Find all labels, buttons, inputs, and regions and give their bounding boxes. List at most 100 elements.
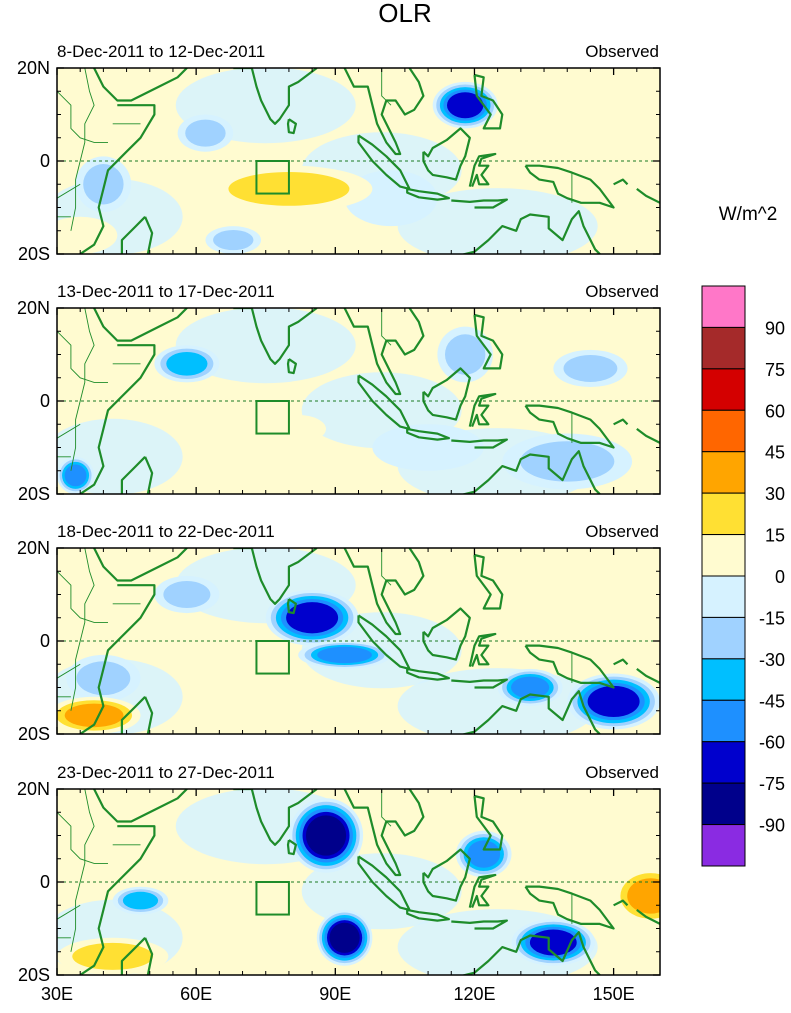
- coastline: [468, 152, 497, 188]
- coastline: [422, 367, 471, 421]
- panel-period-label: 23-Dec-2011 to 27-Dec-2011: [57, 763, 275, 782]
- coastline: [636, 668, 660, 684]
- country-border: [326, 308, 327, 309]
- panel-field: [57, 68, 660, 254]
- coastline: [79, 825, 156, 975]
- colorbar-label: -75: [759, 774, 785, 794]
- index-box: [255, 160, 290, 195]
- anomaly-contour: [286, 602, 339, 634]
- coastline: [120, 937, 154, 975]
- colorbar-label: 90: [765, 318, 785, 338]
- colorbar: 90 75 60 45 30 15 0 -15 -30 -45 -60 -75 -90: [701, 285, 785, 867]
- anomaly-contour: [72, 942, 154, 970]
- coastline: [451, 198, 508, 209]
- panel-period-label: 13-Dec-2011 to 17-Dec-2011: [57, 282, 275, 301]
- country-border: [57, 183, 81, 218]
- coastline: [233, 548, 318, 605]
- x-tick-label: 90E: [319, 984, 351, 1004]
- y-tick-label: 0: [40, 151, 50, 171]
- coastline: [93, 548, 188, 582]
- coastline: [286, 118, 297, 135]
- coastline: [357, 614, 411, 671]
- anomaly-contour: [520, 441, 615, 482]
- country-border: [57, 90, 108, 143]
- anomaly-contour: [163, 581, 211, 608]
- colorbar-box: [701, 741, 746, 784]
- figure-title: OLR: [378, 0, 431, 28]
- coastline: [524, 644, 615, 689]
- panel-period-label: 18-Dec-2011 to 22-Dec-2011: [57, 522, 275, 541]
- colorbar-box: [701, 368, 746, 411]
- y-tick-label: 0: [40, 631, 50, 651]
- country-border: [57, 330, 108, 383]
- colorbar-label: -90: [759, 816, 785, 836]
- coastline: [524, 164, 615, 209]
- map-panel-3: 18-Dec-2011 to 22-Dec-2011 Observed 20N 0 20…: [17, 522, 661, 744]
- coastline: [460, 450, 602, 494]
- coastline: [613, 899, 629, 907]
- anomaly-contour: [83, 164, 124, 205]
- colorbar-box: [701, 492, 746, 536]
- coastline: [613, 418, 629, 426]
- panel-period-label: 8-Dec-2011 to 12-Dec-2011: [57, 42, 265, 61]
- coastline: [613, 658, 629, 666]
- coastline: [524, 885, 615, 930]
- y-tick-label: 20N: [17, 58, 50, 78]
- coastline: [343, 68, 425, 156]
- coastline: [93, 308, 188, 342]
- anomaly-contour: [219, 900, 313, 938]
- colorbar-label: 0: [775, 567, 785, 587]
- colorbar-box: [701, 699, 746, 743]
- colorbar-label: 60: [765, 401, 785, 421]
- coastline: [357, 374, 411, 430]
- panel-field: [57, 548, 660, 734]
- anomaly-contour: [76, 661, 131, 696]
- coastline: [451, 919, 508, 930]
- coastline: [524, 404, 615, 449]
- coastline: [233, 308, 318, 365]
- coastline: [343, 308, 425, 396]
- anomaly-contour: [122, 891, 159, 910]
- y-tick-label: 20S: [18, 244, 50, 264]
- panel-field: [57, 789, 660, 975]
- colorbar-box: [701, 616, 746, 660]
- anomaly-contour: [191, 405, 266, 453]
- y-tick-label: 20N: [17, 779, 50, 799]
- coastline: [406, 427, 450, 441]
- panel-observed-label: Observed: [585, 42, 659, 61]
- anomaly-contour: [372, 424, 484, 471]
- country-border: [326, 548, 327, 549]
- panel-field: [57, 308, 660, 494]
- country-border: [70, 548, 95, 711]
- y-tick-label: 20S: [18, 965, 50, 985]
- coastline: [473, 313, 504, 370]
- country-border: [70, 68, 95, 231]
- panel-observed-label: Observed: [585, 282, 659, 301]
- country-border: [381, 308, 392, 346]
- coastline: [357, 855, 411, 912]
- anomaly-contour: [329, 922, 360, 953]
- anomaly-contour: [185, 119, 226, 147]
- field-neutral-patch: [175, 308, 356, 384]
- colorbar-box: [701, 658, 746, 701]
- index-box: [255, 640, 290, 675]
- coastline: [636, 428, 660, 444]
- colorbar-label: 15: [765, 526, 785, 546]
- anomaly-contour: [446, 92, 484, 119]
- anomaly-contour: [64, 703, 124, 728]
- coastline: [120, 696, 154, 734]
- country-border: [57, 663, 81, 698]
- anomaly-contour: [563, 354, 618, 382]
- colorbar-label: 30: [765, 484, 785, 504]
- anomaly-contour: [627, 878, 660, 914]
- colorbar-box: [701, 409, 746, 453]
- map-panel-2: 13-Dec-2011 to 17-Dec-2011 Observed 20N 0 20…: [17, 282, 661, 504]
- coastline: [422, 127, 471, 181]
- coastline: [460, 690, 602, 734]
- colorbar-box: [701, 824, 746, 867]
- coastline: [233, 68, 318, 125]
- coastline: [460, 931, 602, 975]
- panels-group: 8-Dec-2011 to 12-Dec-2011 Observed 20N 0 20S…: [17, 42, 661, 1004]
- country-border: [381, 548, 392, 586]
- coastline: [451, 438, 508, 449]
